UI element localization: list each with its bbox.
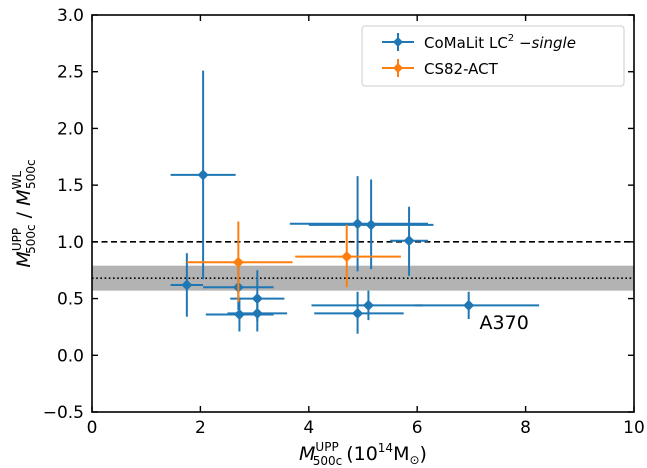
x-tick-label: 0 [87,418,98,438]
y-tick-label: 3.0 [57,6,84,26]
x-tick-label: 8 [520,418,531,438]
legend-marker-cs82 [382,59,414,77]
data-point [289,176,429,272]
data-point [205,297,274,332]
diamond-marker [352,218,364,230]
y-tick-label: 2.5 [57,63,84,83]
data-point [311,290,423,321]
legend-label-cs82: CS82-ACT [424,60,499,78]
legend: CoMaLit LC2 −single CS82-ACT [361,25,625,87]
diamond-marker [181,279,193,291]
diamond-marker [251,307,263,319]
data-point [390,206,429,276]
y-tick-label: 0.0 [57,346,84,366]
diamond-marker [463,299,475,311]
y-tick-label: −0.5 [43,403,84,423]
data-point [308,179,434,270]
diamond-marker [341,251,353,263]
data-point [170,253,204,317]
series-1 [186,221,401,302]
x-tick-label: 2 [195,418,206,438]
x-tick-label: 6 [412,418,423,438]
data-point [314,291,404,334]
data-point [186,221,293,302]
diamond-marker [197,169,209,181]
y-tick-label: 1.5 [57,176,84,196]
diamond-marker [232,256,244,268]
annotation-a370: A370 [480,312,529,334]
data-point [170,70,236,280]
annotations: A370 [480,312,529,334]
data-point [295,224,401,288]
x-axis-ticks: 0 2 4 6 8 10 [87,15,645,438]
data-point [414,291,540,319]
y-tick-label: 2.0 [57,119,84,139]
y-axis-label: MUPP500c / MWL500c [10,159,38,267]
y-tick-label: 0.5 [57,290,84,310]
legend-box [361,25,625,87]
series-layer [170,70,540,334]
y-axis-ticks: −0.5 0.0 0.5 1.0 1.5 2.0 2.5 3.0 [43,6,634,423]
diamond-marker [403,235,415,247]
x-tick-label: 4 [303,418,314,438]
plot-frame [91,14,635,413]
legend-marker-comalit [382,33,414,51]
shaded-band-layer [92,265,634,291]
x-tick-label: 10 [623,418,645,438]
legend-diamond [393,37,403,47]
reference-lines [92,241,634,279]
y-tick-label: 1.0 [57,233,84,253]
legend-diamond [393,63,403,73]
diamond-marker [233,308,245,320]
data-point [227,295,288,332]
diamond-marker [362,299,374,311]
shaded-band [92,265,634,291]
diamond-marker [365,219,377,231]
x-axis-label: MUPP 500c (1014M⊙) [299,440,427,468]
diamond-marker [352,307,364,319]
legend-label-comalit: CoMaLit LC2 −single [424,33,576,52]
series-0 [170,70,540,334]
